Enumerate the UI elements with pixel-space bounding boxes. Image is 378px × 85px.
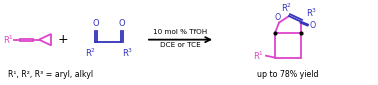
Text: R¹, R², R³ = aryl, alkyl: R¹, R², R³ = aryl, alkyl <box>8 70 93 79</box>
Text: R$^3$: R$^3$ <box>122 46 133 59</box>
Text: R$^1$: R$^1$ <box>253 50 264 62</box>
Text: 10 mol % TfOH: 10 mol % TfOH <box>153 29 208 35</box>
Text: O: O <box>310 21 316 30</box>
Text: O: O <box>92 19 99 28</box>
Text: up to 78% yield: up to 78% yield <box>257 70 319 79</box>
Text: R$^3$: R$^3$ <box>307 6 318 19</box>
Text: R$^2$: R$^2$ <box>85 46 96 59</box>
Text: O: O <box>118 19 125 28</box>
Text: +: + <box>58 33 68 46</box>
Text: R$^2$: R$^2$ <box>282 2 293 14</box>
Text: O: O <box>275 13 281 22</box>
Text: DCE or TCE: DCE or TCE <box>160 42 201 48</box>
Text: R$^1$: R$^1$ <box>3 33 14 46</box>
